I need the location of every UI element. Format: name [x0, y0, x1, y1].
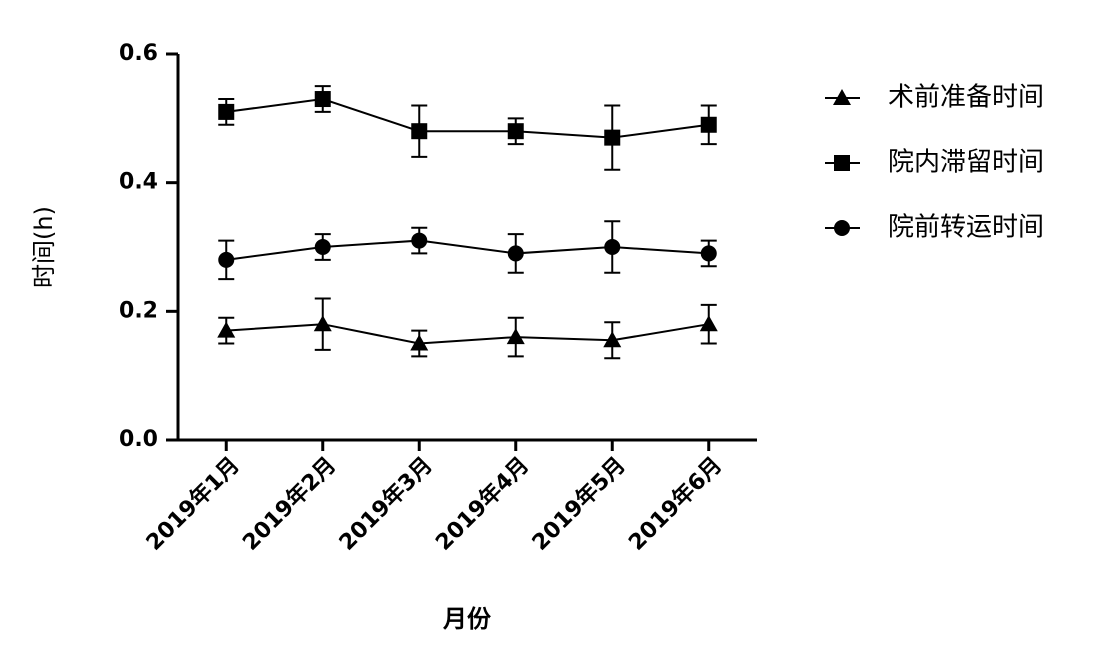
legend-marker [833, 89, 851, 105]
data-point [604, 129, 621, 146]
data-point [604, 239, 621, 255]
y-tick-label: 0.2 [119, 298, 158, 323]
y-tick-label: 0.0 [119, 427, 158, 452]
x-tick-label: 2019年2月 [238, 452, 342, 556]
series-line [226, 323, 709, 345]
data-point [410, 334, 429, 351]
data-point [506, 328, 525, 345]
data-point [314, 239, 331, 255]
data-point [700, 245, 717, 262]
legend-label: 术前准备时间 [888, 83, 1044, 113]
legend-label: 院内滞留时间 [888, 148, 1044, 178]
x-tick-label: 2019年4月 [431, 452, 535, 556]
y-axis-label: 时间(h) [30, 206, 58, 288]
data-point [314, 91, 331, 108]
x-tick-label: 2019年3月 [334, 452, 438, 556]
data-point [218, 103, 235, 120]
x-tick-label: 2019年1月 [141, 452, 245, 556]
data-point [507, 123, 524, 140]
data-point [603, 331, 622, 348]
series-line [226, 98, 709, 139]
data-point [699, 315, 718, 332]
data-point [218, 251, 235, 268]
y-tick-label: 0.6 [119, 41, 158, 66]
data-point [411, 232, 428, 249]
legend-label: 院前转运时间 [888, 213, 1044, 243]
data-point [313, 315, 332, 332]
x-tick-label: 2019年6月 [624, 452, 728, 556]
series-line [226, 239, 709, 261]
data-point [217, 321, 236, 338]
data-point [507, 245, 524, 262]
y-tick-label: 0.4 [119, 170, 158, 195]
x-axis-label: 月份 [442, 605, 492, 633]
legend-marker [834, 155, 850, 171]
legend-marker [834, 220, 850, 236]
data-point [411, 123, 428, 140]
x-tick-label: 2019年5月 [527, 452, 631, 556]
data-point [700, 116, 717, 133]
